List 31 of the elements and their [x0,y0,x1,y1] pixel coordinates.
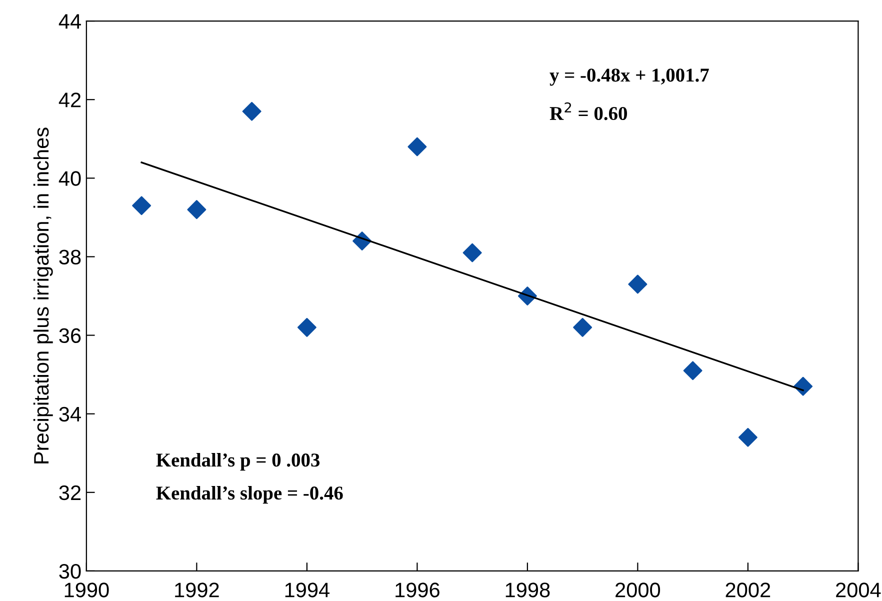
x-tick-label: 1998 [506,582,550,598]
point [132,196,152,216]
point [628,274,648,294]
x-tick-label: 1996 [396,582,440,598]
point [738,428,758,447]
y-axis-title: Precipitation plus irrigation, in inches [33,128,53,464]
point [683,361,702,380]
y-tick-label: 34 [59,406,81,422]
annotation: y = -0.48x + 1,001.7 [550,68,709,86]
y-tick-label: 40 [58,171,81,186]
x-tick-label: 1990 [64,582,109,598]
x-tick-label: 2002 [726,582,770,598]
y-tick-label: 30 [59,564,81,579]
annotation: Kendall’s p = 0 .003 [156,452,320,471]
annotation: Kendall’s slope = -0.46 [156,486,343,504]
point [462,243,482,262]
y-tick-label: 32 [59,485,81,500]
point [408,137,427,156]
x-tick-label: 2000 [616,582,660,598]
point [573,318,592,337]
y-tick-label: 44 [58,14,81,29]
x-tick-label: 1994 [285,582,330,598]
point [187,200,206,220]
y-tick-label: 38 [59,250,81,264]
point [242,102,262,121]
annotation: R$^{2}$ = 0.60 [550,102,627,120]
y-tick-label: 36 [59,328,81,344]
y-tick-label: 42 [58,92,81,108]
x-tick-label: 2004 [836,582,881,598]
point [297,318,316,337]
x-tick-label: 1992 [175,582,219,598]
